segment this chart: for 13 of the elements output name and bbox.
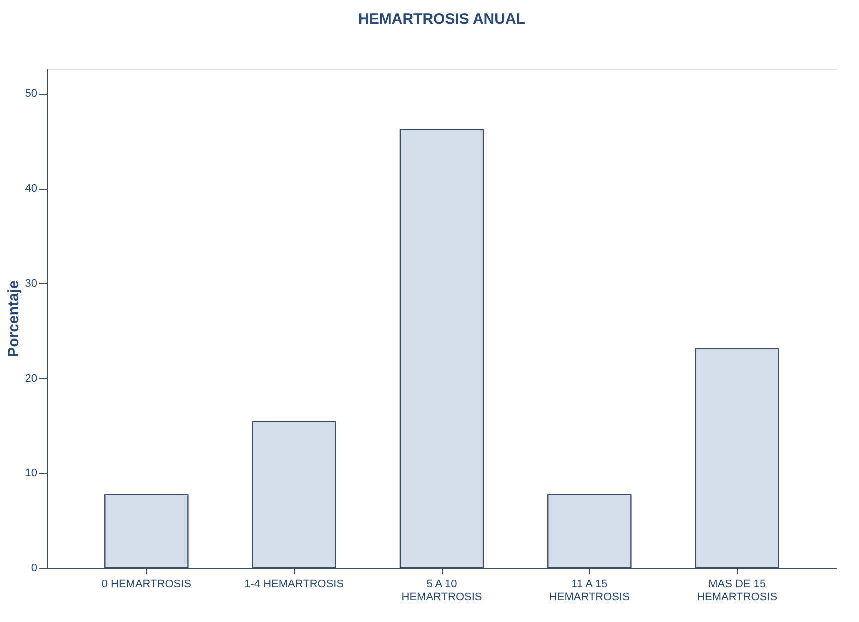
chart-title: HEMARTROSIS ANUAL xyxy=(358,11,526,28)
y-tick-label: 30 xyxy=(25,278,38,290)
y-tick-label: 0 xyxy=(31,562,38,574)
x-tick-label: MAS DE 15 HEMARTROSIS xyxy=(697,578,778,604)
y-tick-label: 40 xyxy=(25,183,38,196)
x-tick-label: 5 A 10 HEMARTROSIS xyxy=(402,578,482,604)
y-tick-label: 20 xyxy=(25,372,38,385)
x-tick-label: 1-4 HEMARTROSIS xyxy=(244,578,344,590)
y-tick-label: 10 xyxy=(25,468,38,480)
x-tick-label: 0 HEMARTROSIS xyxy=(102,578,192,590)
y-tick-label: 50 xyxy=(25,88,38,100)
x-tick-label: 11 A 15 HEMARTROSIS xyxy=(549,578,630,604)
y-axis-title: Porcentaje xyxy=(5,280,22,358)
